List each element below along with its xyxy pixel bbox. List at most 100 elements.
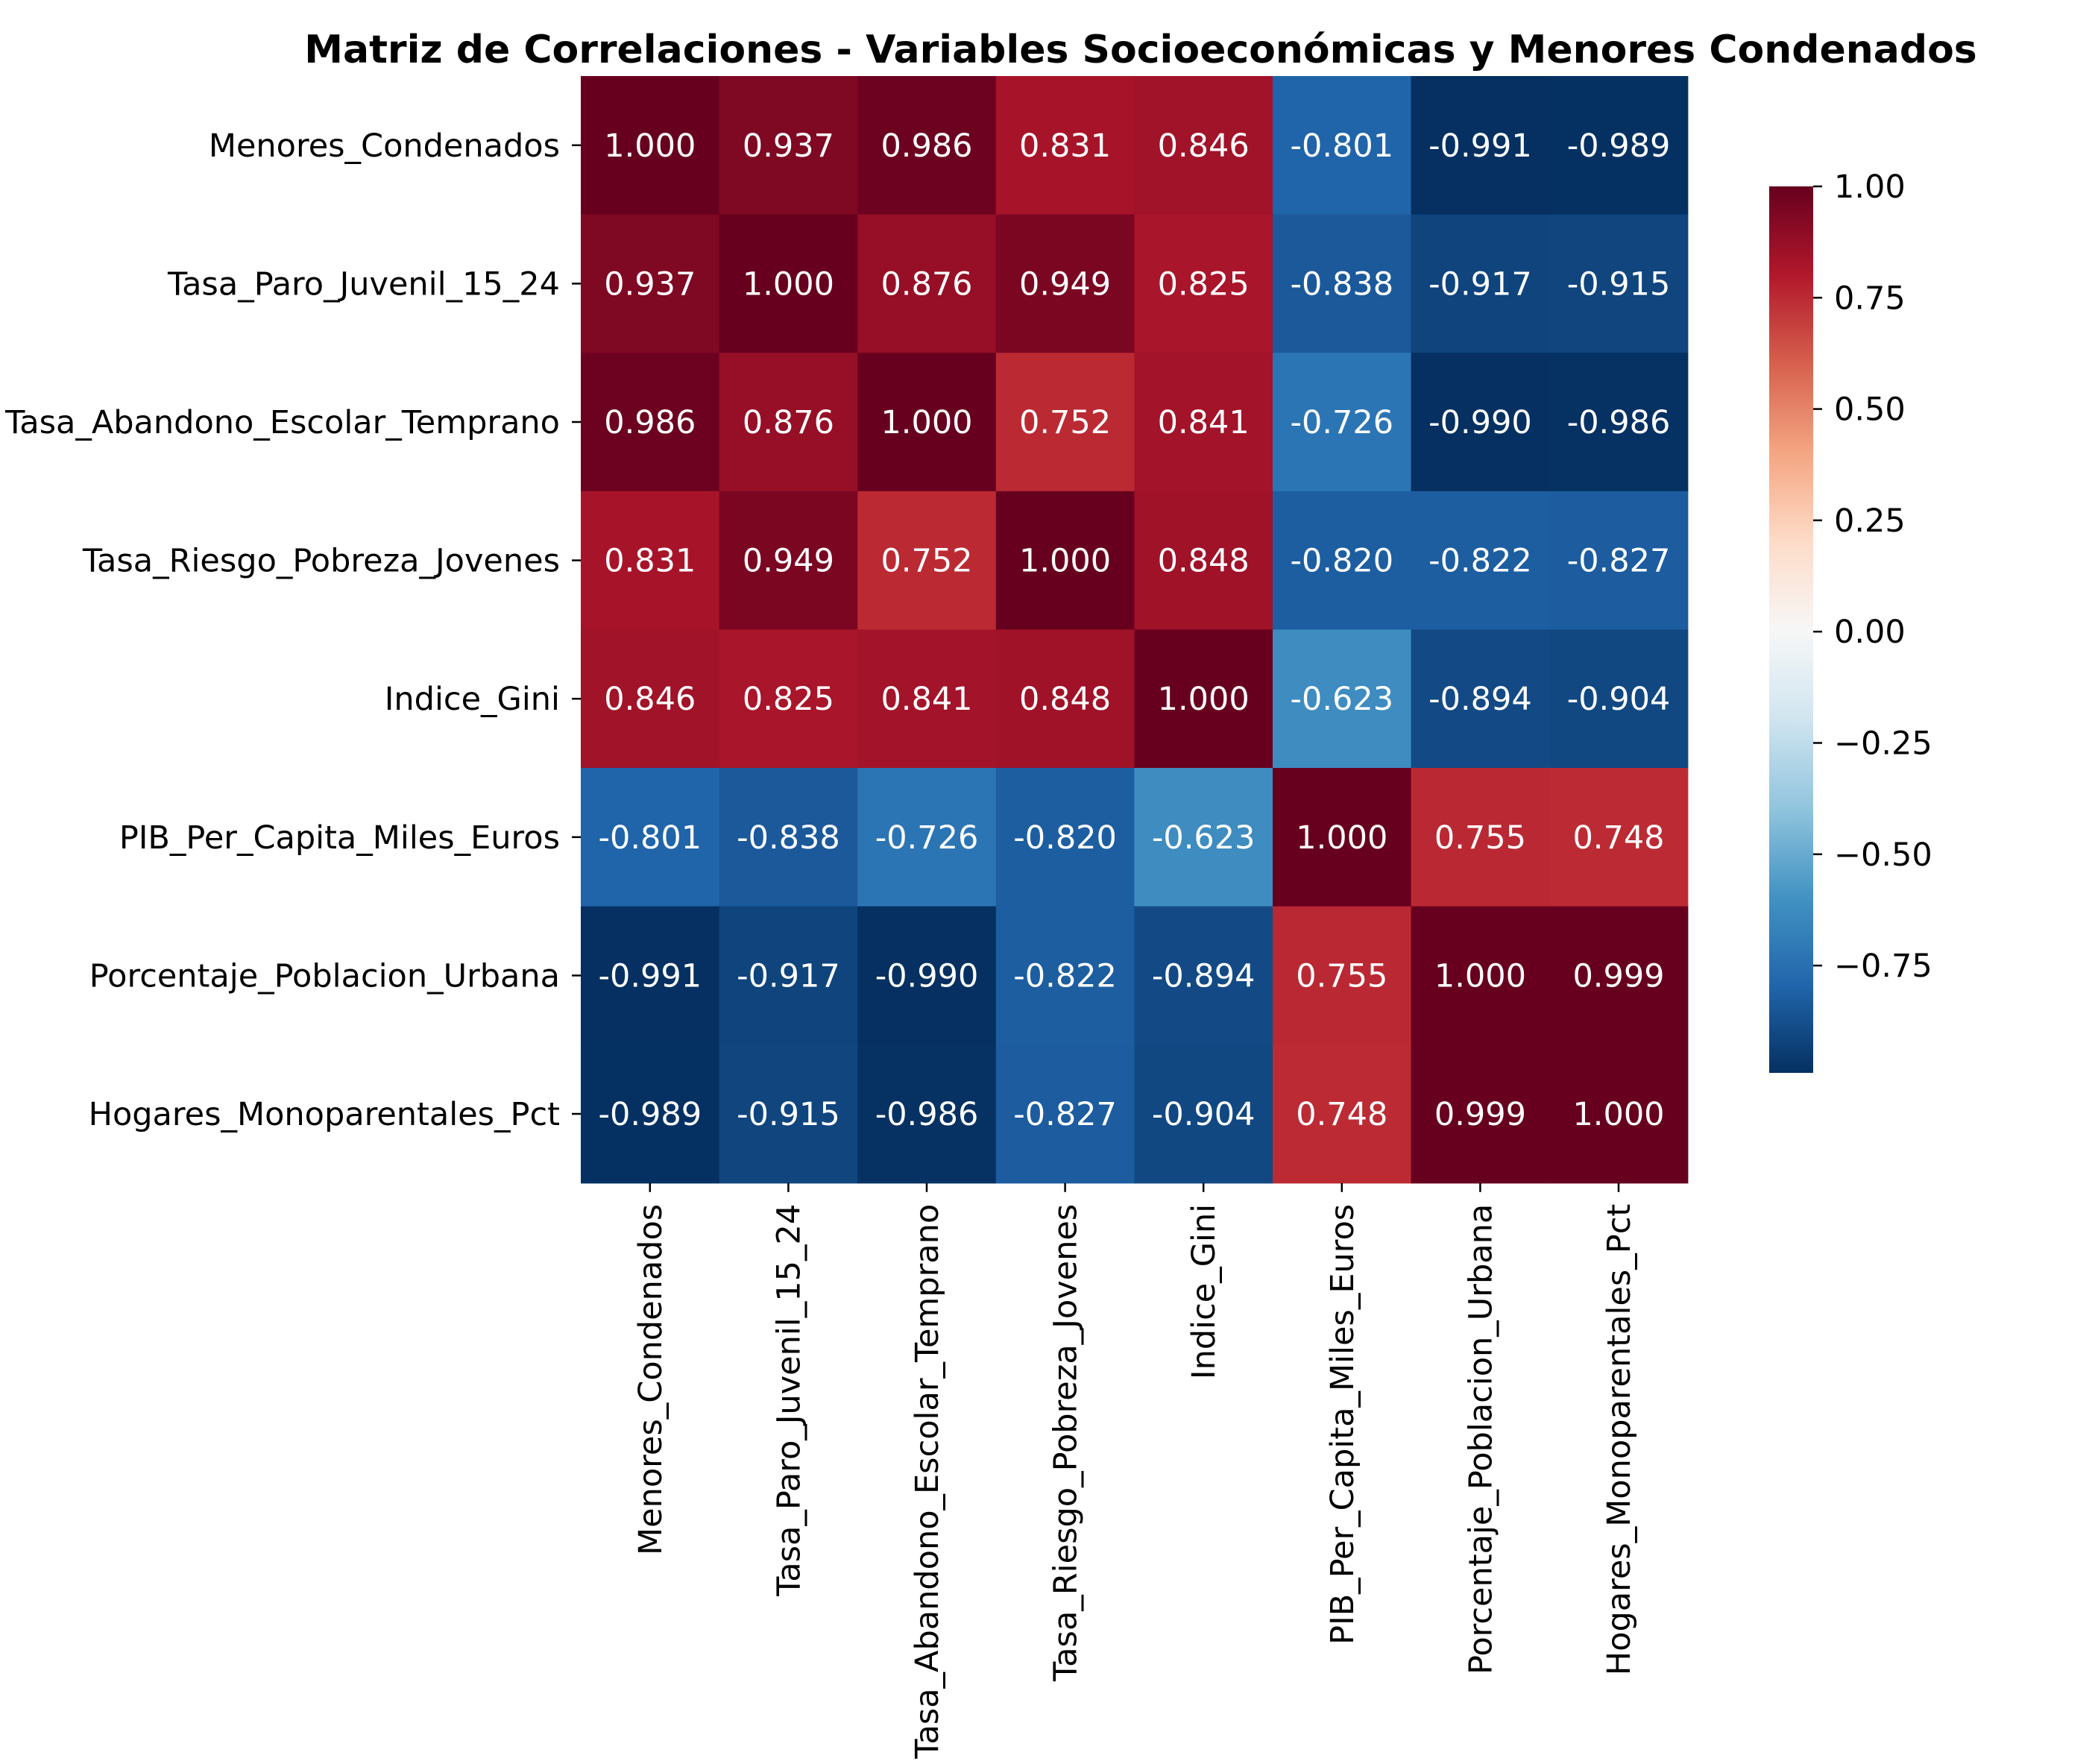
heatmap-cell — [1273, 906, 1412, 1045]
cell-annotation: -0.917 — [1428, 265, 1532, 303]
cell-annotation: 0.748 — [1572, 819, 1664, 857]
cell-annotation: -0.894 — [1152, 957, 1256, 995]
cell-annotation: 0.755 — [1296, 957, 1387, 995]
heatmap-cell — [995, 1045, 1135, 1184]
colorbar-tick-label: −0.25 — [1834, 725, 1932, 762]
cell-annotation: -0.838 — [1290, 265, 1393, 303]
heatmap-cell — [1134, 906, 1273, 1045]
heatmap-cell — [1411, 1045, 1550, 1184]
x-tick-label: Indice_Gini — [1185, 1204, 1223, 1379]
y-axis: Menores_Condenados Tasa_Paro_Juvenil_15_2… — [4, 127, 581, 1133]
heatmap-cell — [1411, 76, 1550, 215]
heatmap-cell — [857, 76, 997, 215]
cell-annotation: 0.986 — [880, 127, 972, 165]
colorbar-tick-label: −0.75 — [1834, 948, 1932, 985]
heatmap-cell — [1134, 76, 1273, 215]
heatmap-cell — [1273, 768, 1412, 907]
heatmap-cell — [1411, 629, 1550, 769]
cell-annotation: 1.000 — [604, 127, 696, 165]
cell-annotation: 0.755 — [1434, 819, 1526, 857]
x-tick-label: Tasa_Abandono_Escolar_Temprano — [909, 1204, 946, 1760]
heatmap-cell — [1411, 768, 1550, 907]
heatmap-cell — [857, 629, 997, 769]
cell-annotation: -0.623 — [1290, 681, 1393, 718]
cell-annotation: 0.876 — [880, 265, 972, 303]
cell-annotation: 0.831 — [1019, 127, 1111, 165]
heatmap-cell — [857, 1045, 997, 1184]
cell-annotation: 0.876 — [743, 404, 834, 441]
cell-annotation: 0.831 — [604, 543, 696, 580]
heatmap-cell — [1134, 214, 1273, 353]
heatmap-cell — [719, 629, 858, 769]
y-tick-label: Porcentaje_Poblacion_Urbana — [89, 957, 560, 995]
y-tick-label: Menores_Condenados — [209, 127, 560, 165]
cell-annotation: 0.752 — [1019, 404, 1111, 441]
heatmap-cell — [995, 768, 1135, 907]
cell-annotation: -0.838 — [737, 819, 840, 857]
cell-annotation: -0.822 — [1013, 957, 1117, 995]
cell-annotation: 0.846 — [604, 681, 696, 718]
heatmap-cell — [1549, 491, 1689, 630]
cell-annotation: 0.825 — [1158, 265, 1250, 303]
heatmap-cell — [1411, 491, 1550, 630]
heatmap-cell — [581, 1045, 720, 1184]
cell-annotation: 1.000 — [1572, 1096, 1664, 1133]
heatmap-cell — [1273, 214, 1412, 353]
cell-annotation: 0.937 — [604, 265, 696, 303]
heatmap-cell — [1411, 214, 1550, 353]
chart-title: Matriz de Correlaciones - Variables Soci… — [304, 28, 1977, 72]
cell-annotation: 1.000 — [1019, 543, 1111, 580]
heatmap-cell — [1549, 214, 1689, 353]
cell-annotation: 0.752 — [880, 543, 972, 580]
y-tick-label: PIB_Per_Capita_Miles_Euros — [119, 819, 560, 857]
x-axis: Menores_Condenados Tasa_Paro_Juvenil_15_2… — [632, 1182, 1638, 1760]
heatmap-cell — [1273, 353, 1412, 492]
cell-annotation: 0.841 — [880, 681, 972, 718]
heatmap-cell — [857, 491, 997, 630]
colorbar-tick-label: 0.00 — [1834, 614, 1906, 651]
cell-annotation: -0.904 — [1152, 1096, 1256, 1133]
cell-annotation: 0.986 — [604, 404, 696, 441]
heatmap-cell — [1549, 1045, 1689, 1184]
cell-annotation: -0.915 — [1567, 265, 1671, 303]
heatmap-cell — [719, 76, 858, 215]
heatmap-cell — [1549, 76, 1689, 215]
y-tick-label: Tasa_Paro_Juvenil_15_24 — [167, 265, 560, 303]
cell-annotation: 0.937 — [743, 127, 834, 165]
colorbar-ticks: 1.00 0.75 0.50 0.25 0.00 −0.25 −0.50 −0.75 — [1813, 168, 1932, 985]
cell-annotation: 1.000 — [743, 265, 834, 303]
cell-annotation: 1.000 — [1158, 681, 1250, 718]
cell-annotation: -0.904 — [1567, 681, 1671, 718]
heatmap-cell — [1411, 353, 1550, 492]
cell-annotation: -0.986 — [875, 1096, 979, 1133]
cell-annotation: -0.986 — [1567, 404, 1671, 441]
colorbar-tick-label: −0.50 — [1834, 837, 1932, 874]
cell-annotation: 1.000 — [1296, 819, 1387, 857]
heatmap-cell — [719, 214, 858, 353]
cell-annotations: 1.000 0.937 0.986 0.831 0.846 -0.801 -0.991 -0.… — [598, 127, 1670, 1133]
cell-annotation: -0.820 — [1290, 543, 1393, 580]
x-tick-label: Tasa_Paro_Juvenil_15_24 — [770, 1204, 807, 1597]
x-tick-label: Hogares_Monoparentales_Pct — [1601, 1204, 1638, 1675]
heatmap-cell — [1549, 906, 1689, 1045]
heatmap-cells — [581, 76, 1689, 1184]
heatmap-cell — [719, 1045, 858, 1184]
heatmap-cell — [1134, 1045, 1273, 1184]
heatmap-cell — [1549, 629, 1689, 769]
heatmap-cell — [995, 491, 1135, 630]
heatmap-cell — [581, 768, 720, 907]
x-tick-label: Porcentaje_Poblacion_Urbana — [1462, 1204, 1499, 1675]
cell-annotation: -0.915 — [737, 1096, 840, 1133]
cell-annotation: -0.917 — [737, 957, 840, 995]
cell-annotation: 0.846 — [1158, 127, 1250, 165]
cell-annotation: 0.999 — [1434, 1096, 1526, 1133]
heatmap-cell — [1134, 768, 1273, 907]
x-tick-label: PIB_Per_Capita_Miles_Euros — [1324, 1204, 1361, 1645]
cell-annotation: -0.989 — [598, 1096, 702, 1133]
cell-annotation: -0.726 — [1290, 404, 1393, 441]
colorbar-tick-label: 0.25 — [1834, 503, 1906, 540]
y-tick-label: Hogares_Monoparentales_Pct — [89, 1096, 560, 1133]
heatmap-cell — [719, 491, 858, 630]
y-tick-label: Tasa_Riesgo_Pobreza_Jovenes — [82, 543, 560, 580]
